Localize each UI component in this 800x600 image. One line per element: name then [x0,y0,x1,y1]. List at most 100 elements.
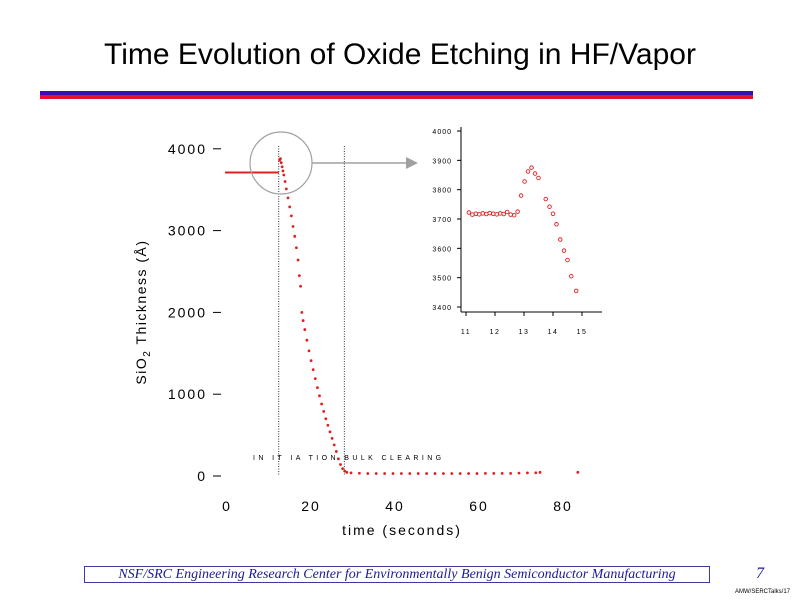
data-point [408,472,412,475]
data-point [297,274,301,277]
data-point [358,471,361,475]
footer-affiliation: NSF/SRC Engineering Research Center for … [84,566,710,583]
data-point [416,472,420,475]
data-point [334,450,338,453]
data-point [534,471,538,475]
data-point [450,472,454,475]
main-chart: 0 1000 2000 3000 4000 0 20 40 60 80 time (seconds)… [133,141,580,538]
inset-data-point [565,257,570,263]
data-point [343,469,347,473]
data-point [280,165,284,169]
inset-data-point [470,212,475,217]
x-tick-label: 60 [469,498,489,514]
inset-y-tick-label: 3900 [432,158,452,165]
data-point [341,467,344,471]
data-point [337,457,340,461]
inset-data-point [525,169,531,174]
page-number: 7 [756,565,764,582]
inset-data-point [466,210,472,215]
zoom-arrow-head [406,157,418,169]
data-point [311,368,315,372]
data-point [526,471,529,475]
inset-data-point [561,248,567,253]
data-point [330,436,334,440]
inset-y-tick-label: 4000 [432,129,452,136]
data-point [313,377,317,381]
data-point [425,472,428,475]
data-point [328,430,332,434]
inset-data-point [543,196,549,202]
inset-data-point [536,175,541,181]
data-point [467,472,470,475]
y-axis-label-subscript: 2 [142,350,153,357]
slide-title: Time Evolution of Oxide Etching in HF/Va… [104,38,696,71]
y-tick-label: 2000 [168,304,207,320]
inset-data-point [508,212,513,217]
data-point [291,225,295,228]
inset-data-point [518,193,524,198]
data-point [538,470,542,474]
data-point [288,205,292,209]
inset-y-tick-label: 3600 [432,246,452,253]
inset-y-tick-label: 3500 [432,276,452,283]
data-point [320,402,323,406]
x-tick-label: 20 [301,498,321,514]
inset-data-point [532,171,538,176]
data-point [475,472,479,475]
inset-data-point [550,211,556,216]
y-tick-label: 4000 [168,141,207,157]
data-point [295,246,298,250]
data-point [391,472,395,475]
data-point [307,349,311,353]
data-point [281,169,285,173]
data-point [442,472,445,475]
inset-y-tick-label: 3800 [432,188,452,195]
inset-data-point [487,210,493,216]
inset-data-point [497,211,503,216]
data-point [576,470,580,474]
x-tick-label: 0 [222,498,232,514]
phase-annotation: IN IT IA TION BULK CLEARING [253,455,445,462]
data-point [286,196,290,200]
inset-x-tick-label: 14 [548,329,559,336]
data-point [322,409,326,413]
inset-data-point [547,204,552,209]
inset-data-point [515,209,520,214]
title-rule-blue [40,91,753,95]
data-point [300,311,304,314]
inset-chart: 3400 3500 3600 3700 3800 3900 4000 11 12 13 14 15 [432,127,602,336]
y-axis-label-rest: Thickness (Å) [133,239,149,349]
y-axis-label-main: SiO [133,357,149,385]
data-point [283,180,287,183]
data-point [279,157,282,161]
inset-data-point [554,222,559,227]
data-point [345,470,349,474]
inset-x-tick-label: 12 [490,329,501,336]
data-point [289,214,293,218]
data-point [303,328,307,331]
data-point [316,386,319,390]
data-point [279,161,283,165]
data-point [374,472,378,475]
data-point [433,472,437,475]
data-point [484,471,487,475]
inset-data-point [522,179,527,184]
y-axis-label: SiO2 Thickness (Å) [133,239,153,384]
data-point [299,284,302,288]
y-tick-label: 1000 [168,386,207,402]
data-point [282,173,286,177]
data-point [332,443,336,447]
data-point [301,319,305,322]
data-point [305,338,309,342]
x-tick-label: 80 [553,498,573,514]
inset-x-tick-label: 13 [519,329,530,336]
y-tick-label: 3000 [168,223,207,239]
data-point [400,472,403,475]
data-point [339,463,342,466]
data-point [309,359,313,363]
inset-data-point [501,211,506,217]
data-point [366,472,370,475]
data-point [500,471,504,475]
data-point [458,472,462,475]
